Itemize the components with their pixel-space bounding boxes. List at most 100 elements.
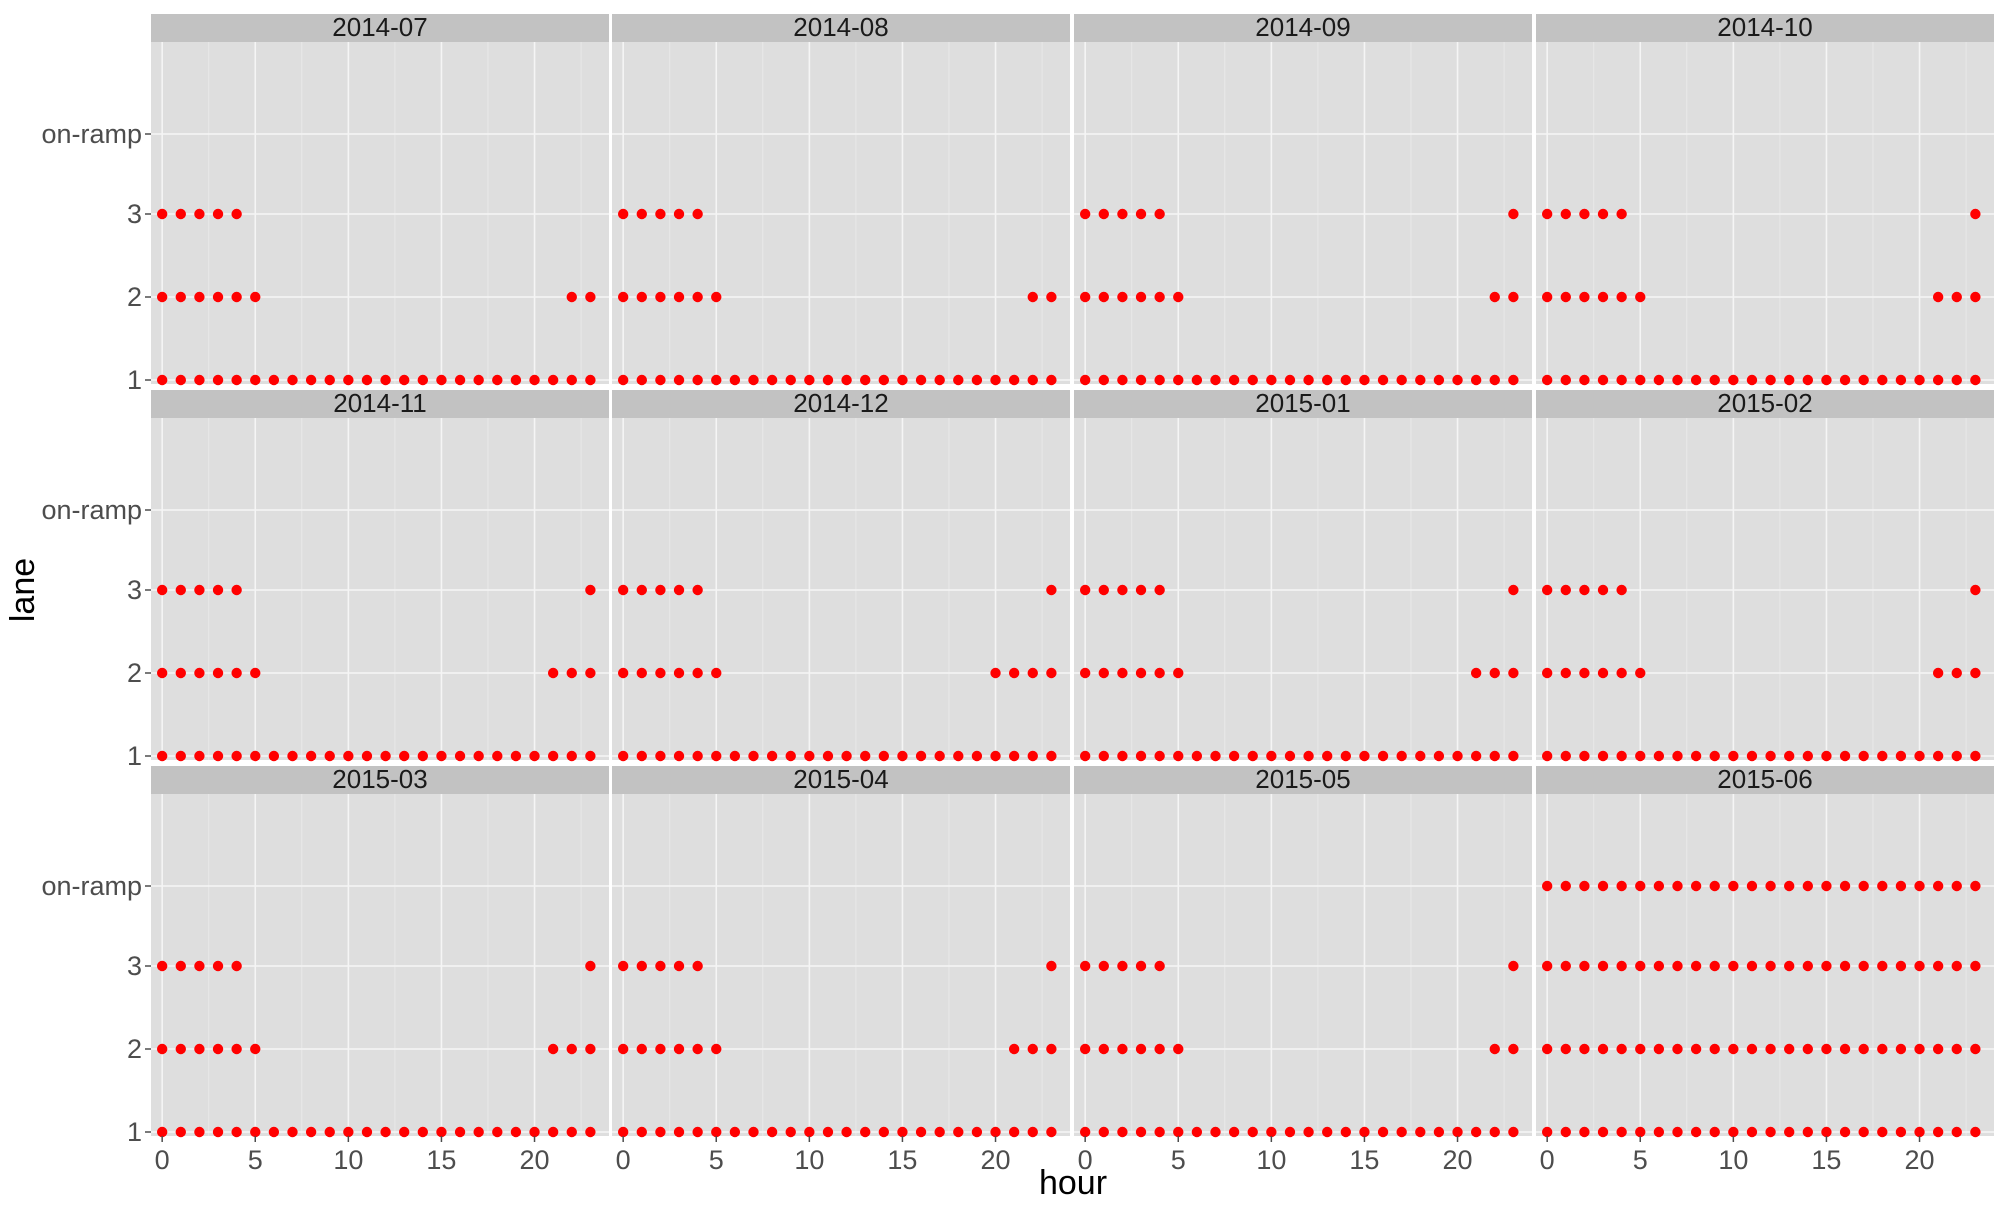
data-point (1284, 374, 1296, 386)
data-point (729, 750, 741, 762)
data-point (361, 1126, 373, 1138)
data-point (1396, 750, 1407, 762)
facet-strip (612, 390, 1070, 418)
data-point (1191, 750, 1203, 762)
data-point (1914, 1043, 1925, 1055)
data-point (1821, 750, 1832, 762)
data-point (804, 374, 815, 386)
data-point (1821, 1126, 1832, 1138)
data-point (617, 374, 629, 386)
data-point (250, 1043, 261, 1055)
data-point (454, 374, 466, 386)
data-point (953, 1126, 964, 1138)
data-point (673, 667, 685, 679)
x-tick-label: 5 (248, 1145, 263, 1175)
data-point (1746, 960, 1758, 972)
data-point (1046, 750, 1057, 762)
data-point (1895, 960, 1907, 972)
data-point (212, 667, 224, 679)
data-point (1046, 584, 1057, 596)
data-point (156, 960, 168, 972)
data-point (1858, 750, 1869, 762)
data-point (1839, 1043, 1851, 1055)
data-point (1877, 1126, 1888, 1138)
data-point (971, 1126, 983, 1138)
facet-strip-label: 2014-12 (793, 388, 888, 418)
data-point (492, 1126, 503, 1138)
data-point (1970, 374, 1981, 386)
facet-panel-2014-11: 2014-11 (151, 388, 609, 762)
data-point (566, 291, 577, 303)
data-point (454, 1126, 466, 1138)
data-point (692, 374, 703, 386)
data-point (1914, 880, 1925, 892)
data-point (324, 750, 335, 762)
data-point (617, 750, 629, 762)
panel-background (1074, 42, 1532, 384)
data-point (897, 374, 908, 386)
data-point (194, 667, 205, 679)
data-point (1802, 750, 1814, 762)
data-point (1046, 1126, 1057, 1138)
data-point (915, 374, 927, 386)
data-point (1746, 880, 1758, 892)
data-point (231, 1126, 242, 1138)
data-point (1433, 374, 1445, 386)
data-point (1415, 750, 1426, 762)
data-point (529, 1126, 540, 1138)
data-point (841, 1126, 852, 1138)
data-point (1452, 374, 1463, 386)
data-point (711, 667, 722, 679)
data-point (268, 750, 280, 762)
data-point (673, 960, 685, 972)
y-tick-label: 3 (127, 575, 142, 605)
panel-background (612, 418, 1070, 760)
facet-strip-label: 2014-08 (793, 12, 888, 42)
data-point (529, 750, 540, 762)
data-point (1508, 667, 1519, 679)
data-point (212, 1043, 224, 1055)
x-tick-label: 15 (887, 1145, 917, 1175)
data-point (1784, 1043, 1795, 1055)
data-point (1560, 750, 1571, 762)
data-point (971, 750, 983, 762)
facet-strip-label: 2015-05 (1255, 764, 1350, 794)
data-point (766, 374, 778, 386)
data-point (473, 374, 484, 386)
data-point (1653, 374, 1665, 386)
data-point (1452, 1126, 1463, 1138)
data-point (673, 750, 685, 762)
data-point (1858, 880, 1869, 892)
data-point (1210, 750, 1221, 762)
facet-panel-2015-05: 2015-05 (1074, 764, 1532, 1138)
data-point (1027, 1043, 1038, 1055)
panel-background (1074, 794, 1532, 1136)
data-point (1079, 960, 1091, 972)
data-point (1616, 584, 1627, 596)
data-point (673, 208, 685, 220)
data-point (655, 960, 666, 972)
data-point (711, 374, 722, 386)
data-point (1359, 750, 1370, 762)
data-point (1135, 750, 1147, 762)
data-point (547, 750, 559, 762)
y-tick-label: 2 (127, 1034, 142, 1064)
data-point (1415, 1126, 1426, 1138)
data-point (1709, 1126, 1720, 1138)
data-point (636, 960, 647, 972)
data-point (934, 750, 945, 762)
y-tick-label: 2 (127, 282, 142, 312)
data-point (1340, 750, 1352, 762)
data-point (1541, 208, 1553, 220)
data-point (268, 374, 280, 386)
data-point (175, 667, 186, 679)
panel-background (612, 794, 1070, 1136)
data-point (1098, 208, 1109, 220)
data-point (1396, 1126, 1407, 1138)
data-point (547, 1126, 559, 1138)
data-point (1970, 584, 1981, 596)
data-point (1452, 750, 1463, 762)
data-point (1284, 1126, 1296, 1138)
data-point (1709, 750, 1720, 762)
data-point (1970, 960, 1981, 972)
